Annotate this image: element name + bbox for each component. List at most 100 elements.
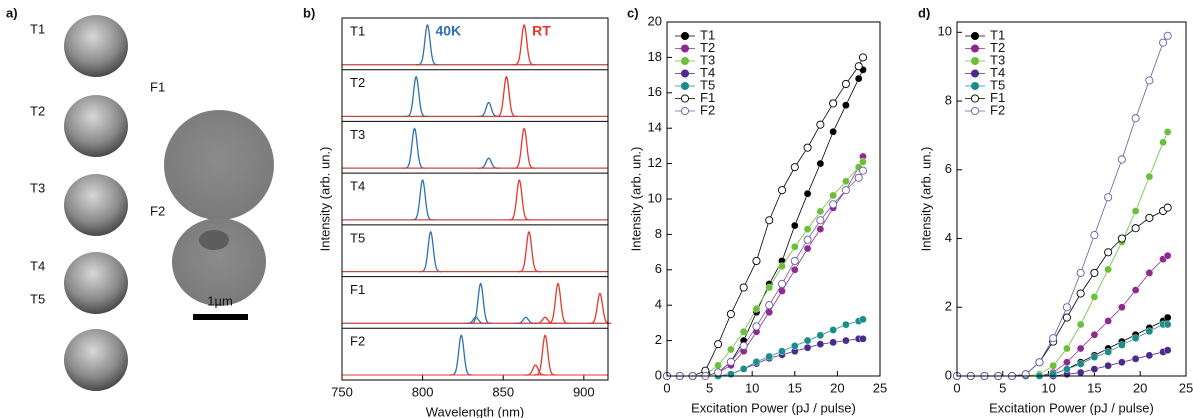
disk-label: F2 xyxy=(150,203,165,218)
panel-label: a) xyxy=(6,5,18,20)
data-point xyxy=(1163,320,1172,329)
data-point xyxy=(1104,193,1113,202)
y-tick-label: 0 xyxy=(945,367,952,382)
panel-label: d) xyxy=(918,5,930,20)
data-point xyxy=(777,186,787,195)
x-tick-label: 10 xyxy=(745,380,759,395)
x-tick-label: 15 xyxy=(788,380,802,395)
legend-marker xyxy=(970,31,980,41)
data-point xyxy=(803,225,812,233)
series-label: RT xyxy=(532,23,551,39)
legend-label: T1 xyxy=(700,27,715,42)
data-point xyxy=(829,326,837,334)
data-point xyxy=(727,345,735,354)
y-axis-title: Intensity (arb. un.) xyxy=(628,147,643,252)
plot-frame xyxy=(666,21,881,377)
legend-marker xyxy=(680,69,690,78)
legend-label: T2 xyxy=(990,40,1005,55)
data-point xyxy=(816,225,825,233)
data-point xyxy=(842,101,850,109)
row-label: F1 xyxy=(350,282,365,297)
data-point xyxy=(829,127,837,136)
x-tick-label: 800 xyxy=(412,384,434,399)
legend-marker xyxy=(680,94,690,103)
data-point xyxy=(1131,224,1140,233)
peak xyxy=(477,157,500,169)
legend-marker xyxy=(970,106,980,116)
data-point xyxy=(1163,313,1172,322)
data-point xyxy=(829,200,838,209)
peak xyxy=(517,230,541,273)
data-point xyxy=(765,301,774,310)
data-point xyxy=(1104,265,1112,274)
plot-frame xyxy=(341,17,609,381)
row-label: T2 xyxy=(350,75,365,90)
data-point xyxy=(859,335,867,343)
data-point xyxy=(1049,370,1057,379)
data-point xyxy=(1076,344,1085,353)
y-tick-label: 18 xyxy=(648,49,662,64)
legend-marker xyxy=(680,81,690,91)
data-point xyxy=(778,347,786,356)
disk-label: F1 xyxy=(150,79,165,94)
data-point xyxy=(1090,365,1099,373)
peak xyxy=(533,334,557,376)
plot-frame xyxy=(956,21,1187,377)
peak xyxy=(477,101,500,118)
data-point xyxy=(1163,346,1172,355)
data-point xyxy=(726,309,735,319)
data-point xyxy=(803,189,812,198)
data-point xyxy=(739,341,748,350)
disk-label: T5 xyxy=(30,291,45,306)
legend-marker xyxy=(680,31,690,41)
data-point xyxy=(765,283,774,292)
legend-marker xyxy=(970,94,980,103)
data-point xyxy=(859,158,867,166)
y-axis-title: Intensity (arb. un.) xyxy=(317,147,332,252)
data-point xyxy=(790,163,799,172)
legend-label: F1 xyxy=(990,90,1005,105)
data-point xyxy=(816,340,825,348)
data-point xyxy=(816,216,825,225)
y-tick-label: 10 xyxy=(648,190,662,205)
data-point xyxy=(1076,320,1085,329)
data-point xyxy=(752,256,761,266)
disk-image xyxy=(64,95,128,157)
x-tick-label: 0 xyxy=(663,380,670,395)
row-label: T3 xyxy=(350,127,365,142)
data-point xyxy=(803,143,812,152)
data-point xyxy=(1145,172,1154,181)
data-point xyxy=(1163,31,1172,40)
pedestal xyxy=(199,230,229,250)
data-point xyxy=(739,283,748,292)
peak xyxy=(588,292,612,324)
data-point xyxy=(1118,303,1126,312)
legend-marker xyxy=(970,56,980,66)
legend-label: F2 xyxy=(700,102,715,117)
data-point xyxy=(1163,251,1172,260)
y-tick-label: 6 xyxy=(945,161,952,176)
legend-label: T1 xyxy=(990,27,1005,42)
data-point xyxy=(752,322,761,331)
peak xyxy=(512,127,536,169)
data-point xyxy=(1076,268,1085,277)
data-point xyxy=(1131,334,1140,342)
legend-label: T5 xyxy=(700,77,715,92)
data-point xyxy=(1117,155,1126,164)
data-point xyxy=(791,242,799,251)
data-point xyxy=(1063,365,1071,373)
y-axis-title: Intensity (arb. un.) xyxy=(918,147,933,252)
legend-label: T2 xyxy=(700,40,715,55)
data-point xyxy=(778,262,786,271)
disk-image xyxy=(64,329,128,391)
data-point xyxy=(765,216,774,225)
legend-marker xyxy=(680,56,690,66)
data-point xyxy=(1090,293,1099,301)
peak xyxy=(404,75,428,118)
data-point xyxy=(1117,234,1126,243)
data-point xyxy=(765,352,774,361)
disk-image xyxy=(164,110,274,220)
legend-marker xyxy=(970,44,980,53)
data-point xyxy=(1104,348,1112,356)
data-point xyxy=(714,368,723,377)
